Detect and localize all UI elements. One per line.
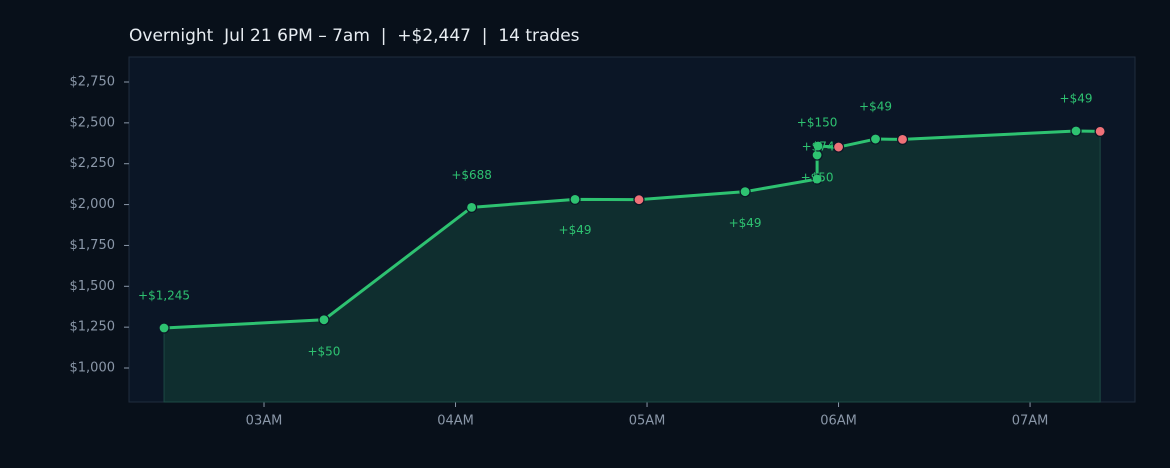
marker	[318, 314, 330, 326]
value-label: +$688	[451, 168, 492, 182]
value-label: +$74	[802, 140, 835, 154]
marker	[1070, 125, 1082, 137]
value-label: +$150	[797, 116, 838, 130]
marker	[832, 141, 845, 153]
marker	[811, 173, 823, 185]
y-tick-label: $2,250	[70, 156, 116, 171]
y-tick-label: $2,750	[70, 75, 116, 90]
x-tick-label: 07AM	[1012, 414, 1049, 429]
value-label: +$49	[559, 223, 592, 237]
x-tick-label: 04AM	[437, 414, 474, 429]
marker	[812, 140, 824, 152]
marker	[466, 201, 478, 213]
marker	[896, 133, 909, 145]
x-tick-label: 05AM	[629, 414, 666, 429]
y-tick-label: $1,000	[70, 361, 116, 376]
y-tick-label: $1,750	[70, 238, 116, 253]
value-label: +$1,245	[138, 288, 190, 302]
y-tick-label: $1,500	[70, 279, 116, 294]
marker	[158, 322, 170, 334]
value-label: +$49	[729, 216, 762, 230]
marker	[633, 194, 645, 206]
marker	[739, 186, 751, 198]
marker	[569, 193, 581, 205]
y-tick-label: $1,250	[70, 320, 116, 335]
value-label: +$50	[307, 344, 340, 358]
marker	[869, 133, 882, 145]
x-tick-label: 06AM	[820, 414, 857, 429]
x-tick-label: 03AM	[246, 414, 283, 429]
y-tick-label: $2,000	[70, 197, 116, 212]
chart-title: Overnight Jul 21 6PM – 7am | +$2,447 | 1…	[129, 26, 580, 46]
marker	[1094, 125, 1106, 137]
value-label: +$49	[1060, 92, 1093, 106]
y-tick-label: $2,500	[70, 115, 116, 130]
value-label: +$50	[801, 171, 834, 185]
value-label: +$49	[859, 100, 892, 114]
